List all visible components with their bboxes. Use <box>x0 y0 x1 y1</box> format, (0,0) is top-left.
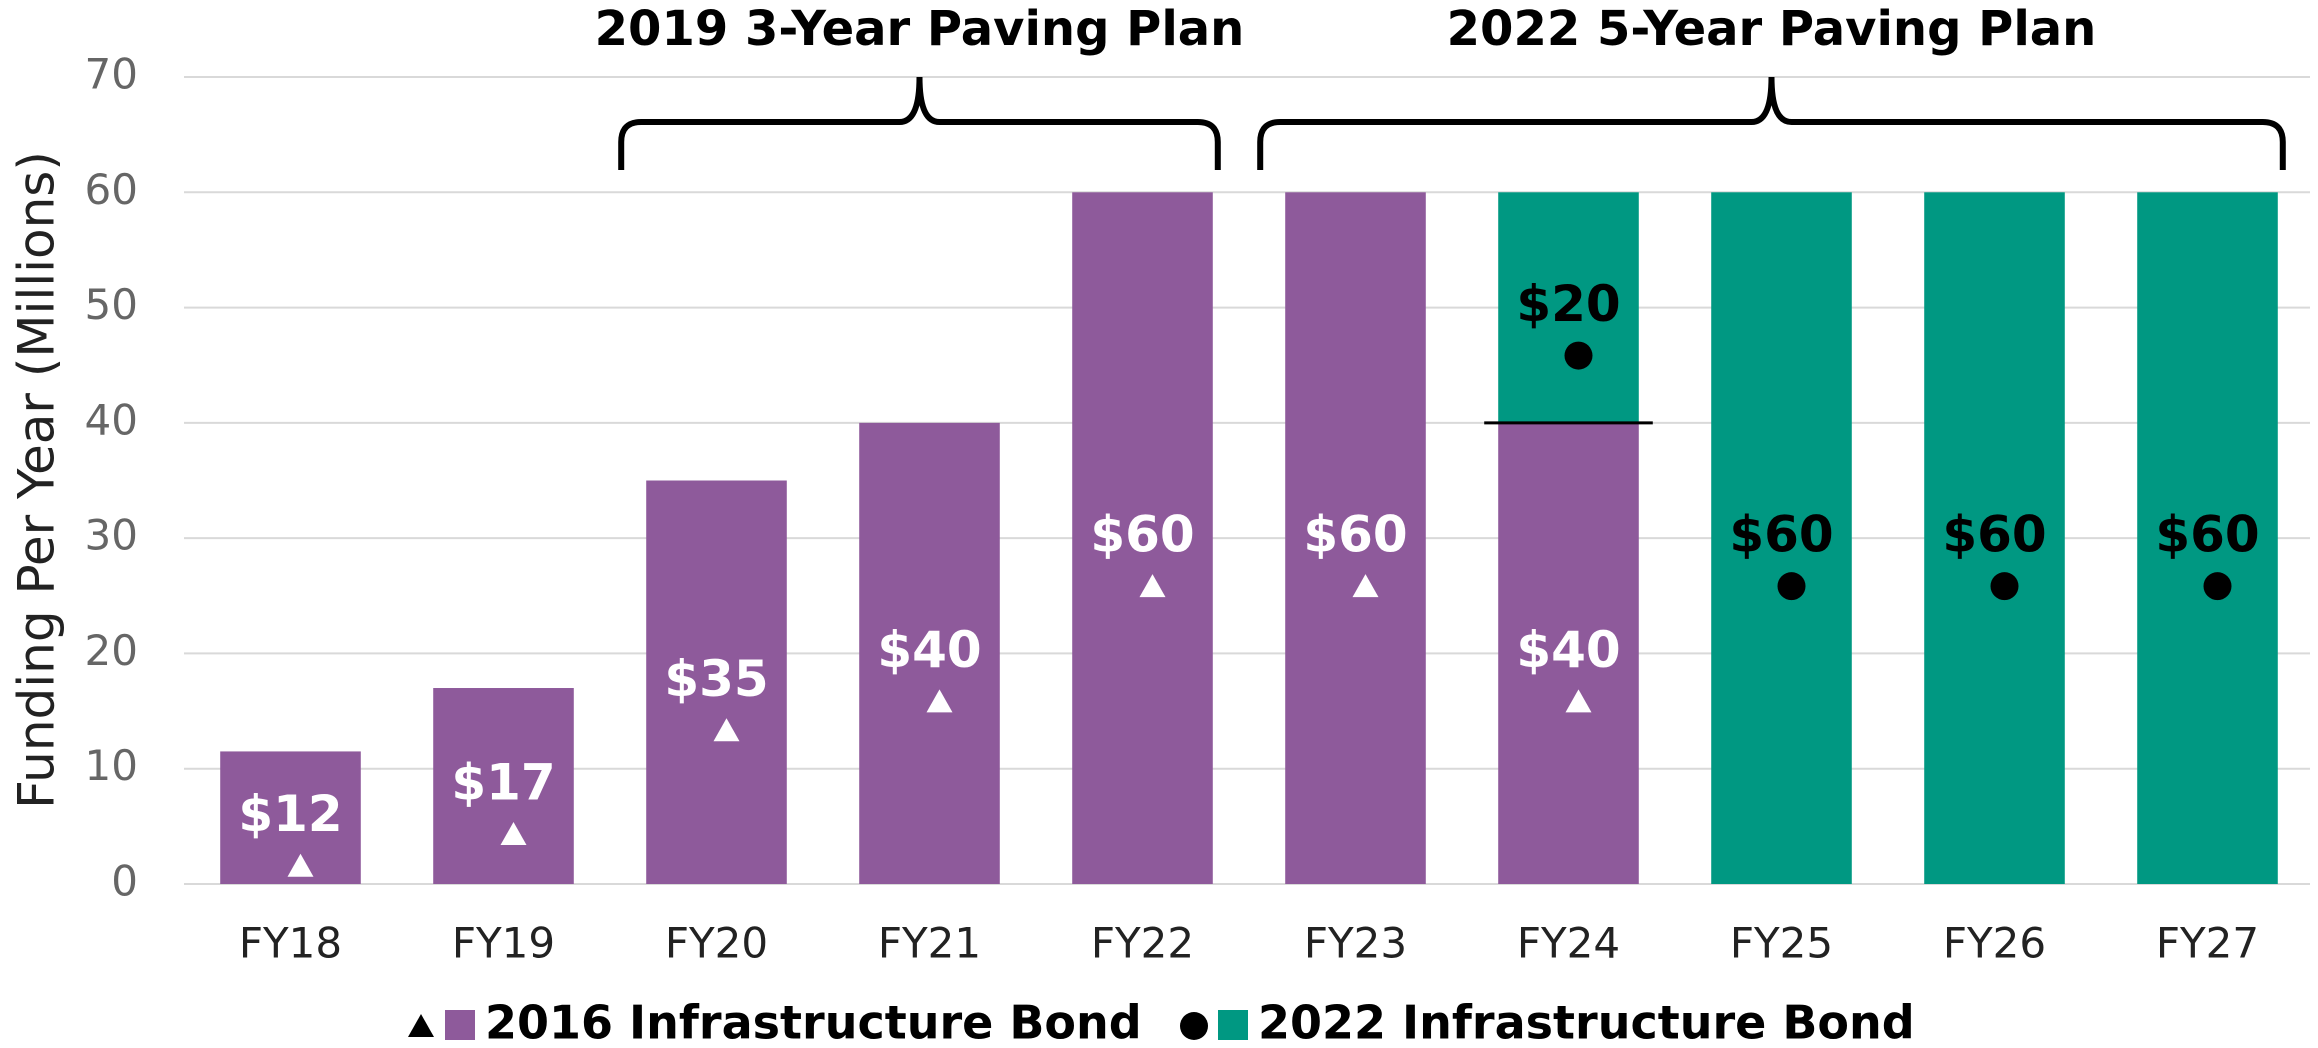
legend-label: 2022 Infrastructure Bond <box>1258 996 1915 1048</box>
y-tick-label: 70 <box>85 50 138 99</box>
x-tick-label: FY24 <box>1517 919 1620 968</box>
marker <box>1139 574 1166 598</box>
bracket <box>1257 76 2286 170</box>
bracket <box>618 76 1221 170</box>
marker <box>1565 689 1592 713</box>
y-tick-label: 60 <box>85 165 138 214</box>
x-tick-label: FY20 <box>665 919 768 968</box>
bar-segment <box>1285 192 1426 885</box>
value-label: $60 <box>1729 506 1833 564</box>
bar-segment <box>646 480 787 884</box>
legend-marker <box>408 1014 434 1037</box>
annotation: 2019 3-Year Paving Plan <box>595 1 1245 57</box>
x-tick-label: FY25 <box>1730 919 1833 968</box>
x-tick-label: FY22 <box>1091 919 1194 968</box>
bar-segment <box>1072 192 1213 885</box>
bar-segment <box>220 751 361 884</box>
value-label: $35 <box>664 650 768 708</box>
bar-segment <box>1711 192 1852 885</box>
x-tick-label: FY18 <box>239 919 342 968</box>
marker <box>926 689 953 713</box>
y-tick-label: 50 <box>85 280 138 329</box>
bar-segment <box>859 422 1000 884</box>
bar-segment <box>2137 192 2278 885</box>
bar-segment <box>1498 192 1639 423</box>
value-label: $20 <box>1516 275 1620 333</box>
legend-marker <box>1180 1012 1208 1040</box>
y-tick-label: 20 <box>85 626 138 675</box>
x-tick-label: FY21 <box>878 919 981 968</box>
marker <box>2203 572 2232 601</box>
bar-segment <box>1498 422 1639 884</box>
marker <box>1777 572 1806 601</box>
x-tick-label: FY26 <box>1943 919 2046 968</box>
value-label: $60 <box>1303 506 1407 564</box>
marker <box>500 822 527 846</box>
x-tick-label: FY23 <box>1304 919 1407 968</box>
legend-swatch <box>445 1010 475 1040</box>
legend-swatch <box>1218 1010 1248 1040</box>
x-tick-label: FY19 <box>452 919 555 968</box>
y-tick-label: 40 <box>85 395 138 444</box>
bar-segment <box>1924 192 2065 885</box>
y-tick-label: 0 <box>111 857 138 906</box>
value-label: $12 <box>238 785 342 843</box>
marker <box>1352 574 1379 598</box>
marker <box>287 853 314 877</box>
x-tick-label: FY27 <box>2156 919 2259 968</box>
marker <box>713 718 740 742</box>
value-label: $40 <box>1516 621 1620 679</box>
value-label: $17 <box>451 754 555 812</box>
marker <box>1990 572 2019 601</box>
value-label: $60 <box>1090 506 1194 564</box>
marker <box>1564 341 1593 370</box>
annotation: 2022 5-Year Paving Plan <box>1447 1 2097 57</box>
bar-segment <box>433 688 574 884</box>
value-label: $40 <box>877 621 981 679</box>
value-label: $60 <box>1942 506 2046 564</box>
legend-label: 2016 Infrastructure Bond <box>485 996 1142 1048</box>
value-label: $60 <box>2155 506 2259 564</box>
y-tick-label: 10 <box>85 741 138 790</box>
y-axis-title: Funding Per Year (Millions) <box>8 151 66 809</box>
y-tick-label: 30 <box>85 511 138 560</box>
